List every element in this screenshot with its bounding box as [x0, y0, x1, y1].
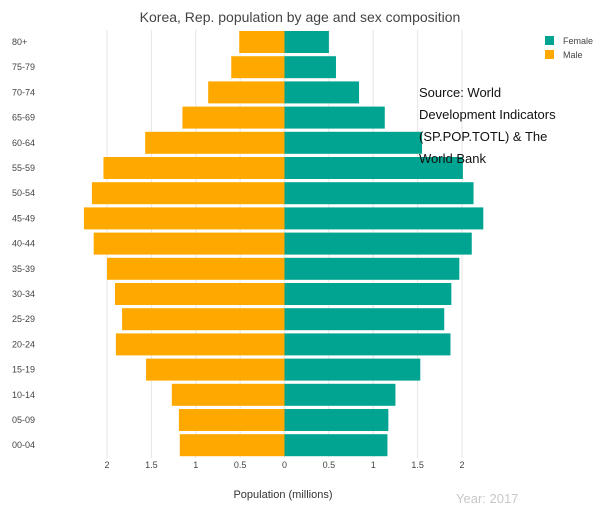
bar-female-50-54[interactable]: [284, 182, 474, 205]
bar-female-55-59[interactable]: [284, 157, 463, 179]
y-tick-label: 05-09: [12, 415, 35, 425]
y-tick-label: 65-69: [12, 113, 35, 123]
y-tick-label: 70-74: [12, 87, 35, 97]
x-tick-labels: 2 1.5 1 0.5 0 0.5 1 1.5 2: [104, 460, 464, 470]
bar-female-05-09[interactable]: [284, 409, 389, 431]
y-tick-label: 30-34: [12, 289, 35, 299]
x-tick-label: 2: [104, 460, 109, 470]
y-tick-labels: 80+ 75-79 70-74 65-69 60-64 55-59 50-54 45-49 40…: [12, 37, 35, 450]
bar-female-20-24[interactable]: [284, 333, 451, 356]
bar-female-45-49[interactable]: [284, 207, 484, 230]
bar-male-75-79[interactable]: [231, 56, 285, 79]
x-tick-label: 0.5: [234, 460, 247, 470]
legend-swatch-male[interactable]: [545, 50, 554, 59]
y-tick-label: 45-49: [12, 213, 35, 223]
bar-male-30-34[interactable]: [114, 283, 285, 305]
legend: Female Male: [545, 36, 593, 60]
legend-label-female: Female: [563, 36, 593, 46]
bar-male-00-04[interactable]: [179, 434, 285, 457]
bar-male-40-44[interactable]: [93, 232, 285, 255]
bar-female-75-79[interactable]: [284, 56, 336, 79]
bar-male-80+[interactable]: [239, 31, 285, 53]
y-tick-label: 35-39: [12, 264, 35, 274]
y-tick-label: 55-59: [12, 163, 35, 173]
bar-male-65-69[interactable]: [182, 106, 285, 129]
bar-male-15-19[interactable]: [146, 358, 285, 381]
bar-male-10-14[interactable]: [171, 383, 285, 406]
y-tick-label: 50-54: [12, 188, 35, 198]
bar-female-00-04[interactable]: [284, 434, 388, 457]
bar-female-70-74[interactable]: [284, 81, 360, 104]
y-tick-label: 15-19: [12, 365, 35, 375]
y-tick-label: 80+: [12, 37, 27, 47]
legend-swatch-female[interactable]: [545, 36, 554, 45]
chart-title: Korea, Rep. population by age and sex co…: [140, 9, 461, 25]
bar-male-55-59[interactable]: [103, 157, 285, 179]
bar-female-10-14[interactable]: [284, 383, 396, 406]
y-tick-label: 10-14: [12, 390, 35, 400]
x-tick-label: 0.5: [323, 460, 336, 470]
x-tick-label: 1.5: [411, 460, 424, 470]
bar-male-20-24[interactable]: [115, 333, 285, 356]
bar-male-45-49[interactable]: [83, 207, 285, 230]
bar-male-50-54[interactable]: [91, 182, 285, 205]
year-label: Year: 2017: [456, 491, 518, 506]
bar-male-05-09[interactable]: [178, 409, 285, 431]
y-tick-label: 60-64: [12, 138, 35, 148]
bar-female-15-19[interactable]: [284, 358, 421, 381]
y-tick-label: 75-79: [12, 62, 35, 72]
legend-label-male: Male: [563, 50, 583, 60]
y-tick-label: 00-04: [12, 440, 35, 450]
bar-male-70-74[interactable]: [208, 81, 285, 104]
bar-female-30-34[interactable]: [284, 283, 452, 305]
bar-male-60-64[interactable]: [145, 131, 285, 154]
bar-female-80+[interactable]: [284, 31, 329, 53]
source-annotation: Source: World Development Indicators (SP.P…: [419, 85, 556, 166]
bar-female-40-44[interactable]: [284, 232, 472, 255]
bar-female-35-39[interactable]: [284, 257, 460, 280]
x-tick-label: 1: [193, 460, 198, 470]
x-tick-label: 0: [282, 460, 287, 470]
bar-female-25-29[interactable]: [284, 308, 445, 331]
y-tick-label: 40-44: [12, 239, 35, 249]
x-axis-title: Population (millions): [233, 489, 332, 501]
bar-male-35-39[interactable]: [107, 257, 285, 280]
x-tick-label: 1: [371, 460, 376, 470]
bars: [83, 31, 484, 457]
x-tick-label: 1.5: [145, 460, 158, 470]
bar-female-65-69[interactable]: [284, 106, 385, 129]
bar-female-60-64[interactable]: [284, 131, 423, 154]
y-tick-label: 20-24: [12, 339, 35, 349]
y-tick-label: 25-29: [12, 314, 35, 324]
x-tick-label: 2: [459, 460, 464, 470]
bar-male-25-29[interactable]: [122, 308, 285, 331]
